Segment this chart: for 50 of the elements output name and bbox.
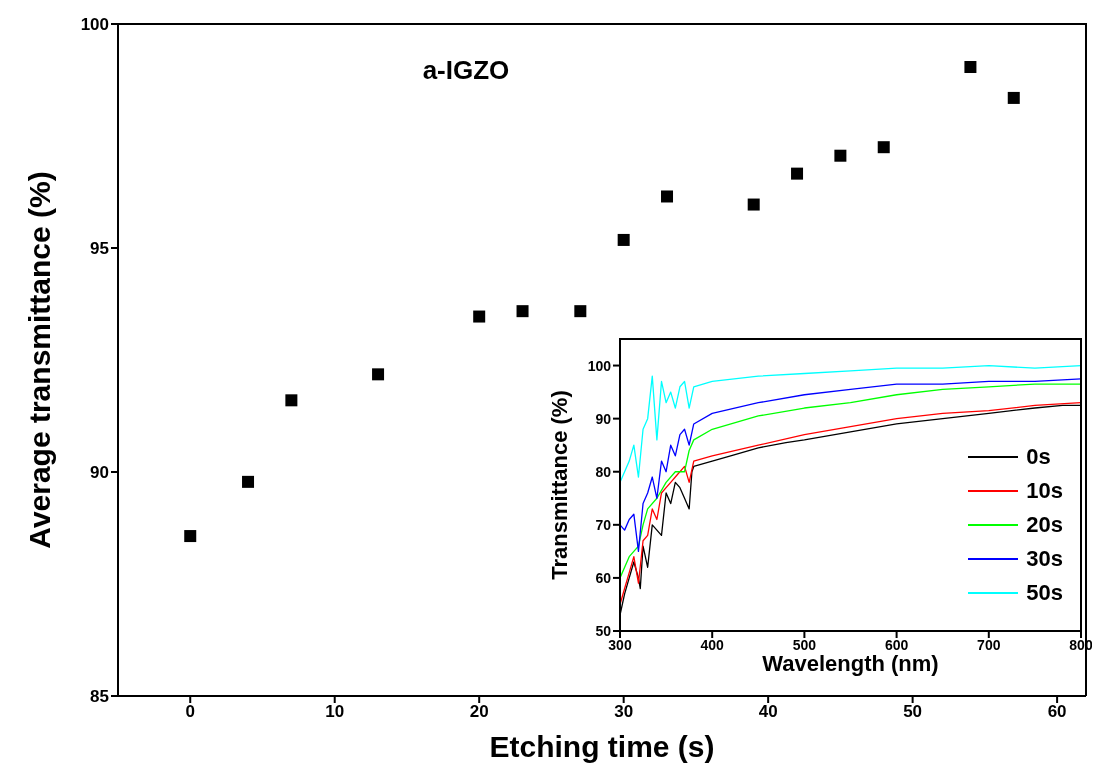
y-tick-label: 90 (90, 463, 109, 483)
y-tick-label: 100 (80, 15, 109, 35)
point (791, 167, 804, 180)
point (516, 305, 529, 318)
y-tick-label: 90 (595, 410, 612, 427)
legend-label: 0s (1026, 443, 1051, 471)
point (964, 61, 977, 74)
y-tick-label: 95 (90, 239, 109, 259)
y-tick-label: 60 (595, 569, 612, 586)
text: a-IGZO (421, 55, 511, 86)
x-tick-label: 700 (977, 636, 1001, 653)
y-tick-label: 50 (595, 622, 612, 639)
x-axis-title: Wavelength (nm) (761, 651, 940, 677)
x-tick-label: 600 (884, 636, 909, 653)
legend-label: 30s (1026, 545, 1063, 573)
point (574, 305, 587, 318)
y-tick-label: 80 (595, 463, 612, 480)
x-tick-label: 400 (700, 636, 725, 653)
x-tick-label: 500 (792, 636, 817, 653)
y-tick-label: 100 (587, 357, 612, 374)
y-axis-title: Average transmittance (%) (23, 171, 57, 549)
line-series (620, 378, 1081, 553)
x-tick-label: 30 (614, 702, 634, 722)
point (747, 198, 760, 211)
x-tick-label: 60 (1047, 702, 1067, 722)
x-tick-label: 10 (325, 702, 345, 722)
point (473, 310, 486, 323)
point (184, 530, 197, 543)
point (285, 394, 298, 407)
legend-label: 20s (1026, 511, 1063, 539)
line-series (620, 364, 1081, 483)
x-tick-label: 20 (469, 702, 489, 722)
line-series (620, 383, 1081, 579)
legend-label: 50s (1026, 579, 1063, 607)
x-tick-label: 50 (903, 702, 923, 722)
y-tick-label: 70 (595, 516, 612, 533)
point (834, 149, 847, 162)
legend-label: 10s (1026, 477, 1063, 505)
point (661, 190, 674, 203)
point (372, 368, 385, 381)
x-tick-label: 40 (758, 702, 778, 722)
x-axis-title: Etching time (s) (488, 730, 716, 764)
point (617, 233, 630, 246)
point (877, 141, 890, 154)
x-tick-label: 0 (185, 702, 195, 722)
point (242, 475, 255, 488)
point (1007, 91, 1020, 104)
y-axis-title: Transmittance (%) (547, 390, 573, 580)
x-tick-label: 300 (608, 636, 632, 653)
y-tick-label: 85 (90, 687, 109, 707)
